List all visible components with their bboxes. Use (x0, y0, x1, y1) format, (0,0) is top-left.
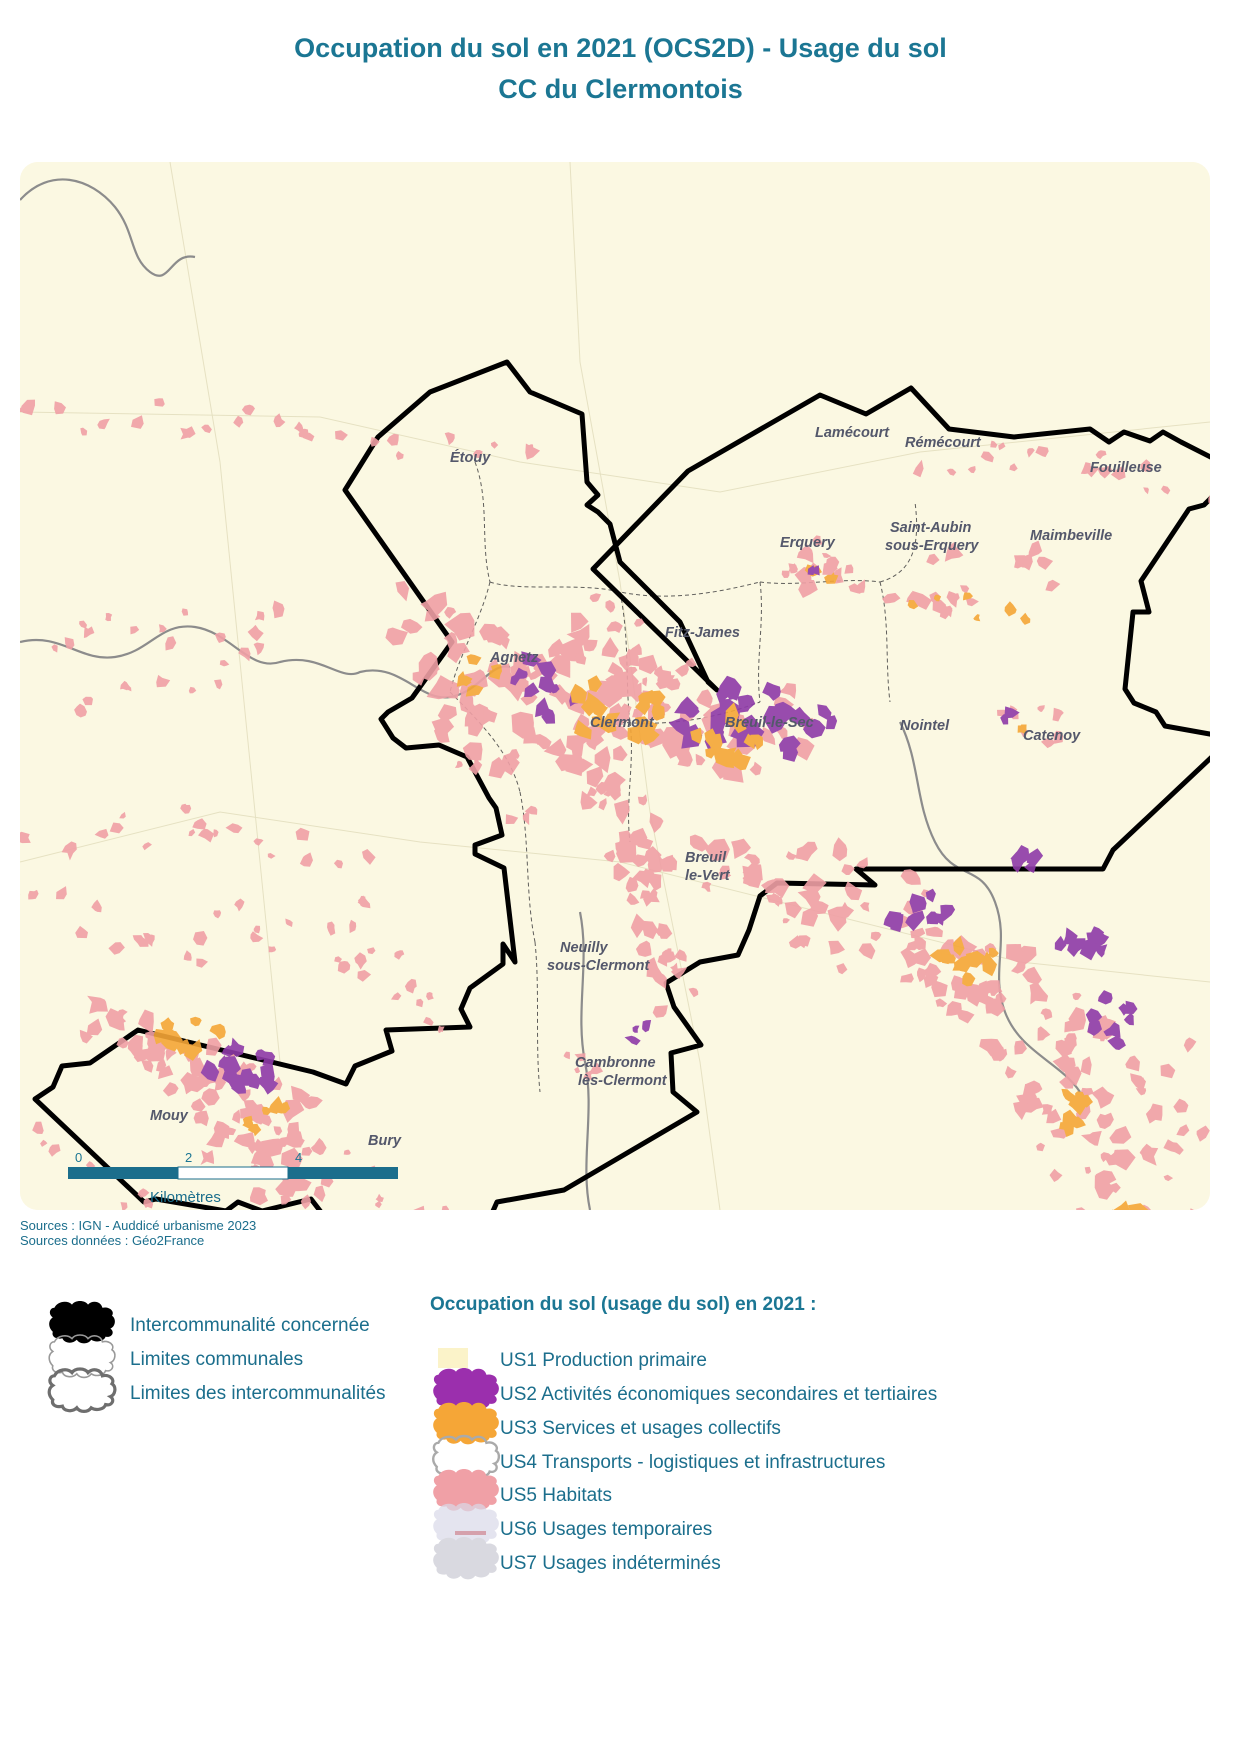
svg-text:Erquery: Erquery (780, 535, 836, 551)
svg-text:Étouy: Étouy (450, 449, 491, 466)
svg-text:Breuil-le-Sec: Breuil-le-Sec (725, 715, 814, 731)
svg-text:Catenoy: Catenoy (1023, 728, 1081, 744)
svg-text:Fitz-James: Fitz-James (665, 625, 740, 641)
svg-text:le-Vert: le-Vert (685, 868, 731, 884)
svg-text:Occupation du sol (usage du so: Occupation du sol (usage du sol) en 2021… (430, 1294, 816, 1315)
svg-text:sous-Erquery: sous-Erquery (885, 538, 979, 554)
svg-text:US3 Services et usages collect: US3 Services et usages collectifs (500, 1418, 781, 1439)
svg-text:Mouy: Mouy (150, 1108, 189, 1124)
svg-text:US7 Usages indéterminés: US7 Usages indéterminés (500, 1553, 721, 1574)
svg-text:Rémécourt: Rémécourt (905, 435, 982, 451)
svg-text:Limites communales: Limites communales (130, 1349, 303, 1370)
svg-text:sous-Clermont: sous-Clermont (547, 958, 650, 974)
svg-text:0: 0 (75, 1150, 82, 1165)
svg-text:US6 Usages temporaires: US6 Usages temporaires (500, 1519, 712, 1540)
svg-text:Nointel: Nointel (900, 718, 950, 734)
svg-text:Cambronne: Cambronne (575, 1055, 656, 1071)
svg-text:Kilomètres: Kilomètres (150, 1189, 221, 1206)
svg-text:Maimbeville: Maimbeville (1030, 528, 1112, 544)
svg-text:Bury: Bury (368, 1133, 402, 1149)
svg-text:Intercommunalité concernée: Intercommunalité concernée (130, 1315, 370, 1336)
svg-text:Breuil: Breuil (685, 850, 727, 866)
svg-text:US5 Habitats: US5 Habitats (500, 1485, 612, 1506)
svg-text:Neuilly: Neuilly (560, 940, 608, 956)
svg-text:Limites des intercommunalités: Limites des intercommunalités (130, 1383, 386, 1404)
svg-text:Clermont: Clermont (590, 715, 655, 731)
svg-text:US2 Activités économiques seco: US2 Activités économiques secondaires et… (500, 1384, 937, 1405)
svg-text:Fouilleuse: Fouilleuse (1090, 460, 1162, 476)
svg-text:Saint-Aubin: Saint-Aubin (890, 520, 971, 536)
svg-text:Lamécourt: Lamécourt (815, 425, 890, 441)
svg-text:lès-Clermont: lès-Clermont (578, 1073, 668, 1089)
svg-text:Agnetz: Agnetz (489, 650, 539, 666)
svg-text:4: 4 (295, 1150, 302, 1165)
svg-text:2: 2 (185, 1150, 192, 1165)
svg-text:US4 Transports - logistiques e: US4 Transports - logistiques et infrastr… (500, 1452, 885, 1473)
svg-text:US1 Production primaire: US1 Production primaire (500, 1350, 707, 1371)
